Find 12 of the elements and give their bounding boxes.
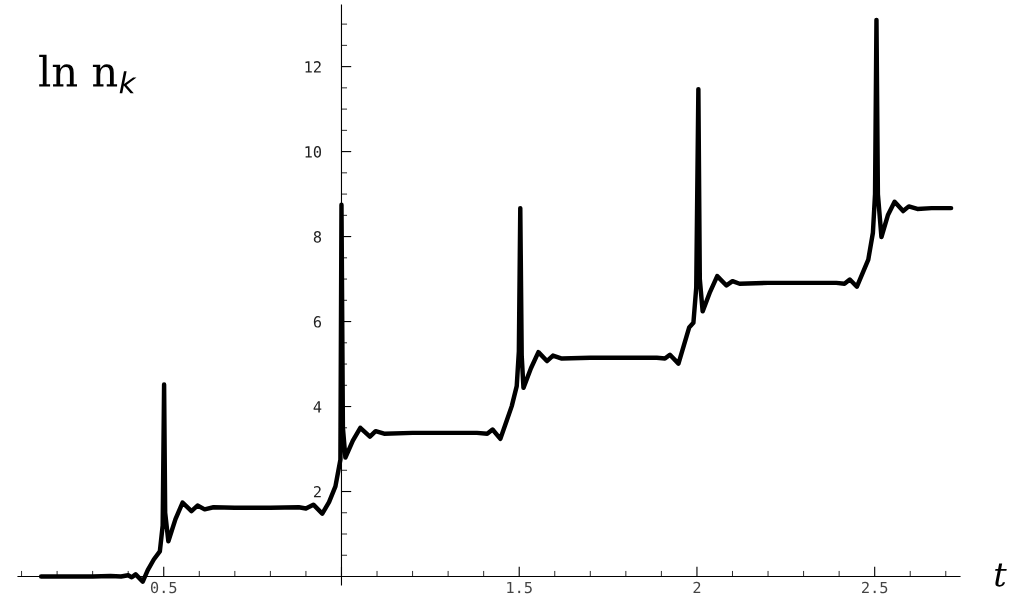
x-tick-label: 1.5 xyxy=(507,581,532,594)
y-tick-label: 12 xyxy=(305,61,321,73)
y-tick-label: 6 xyxy=(313,316,322,328)
y-tick-label: 10 xyxy=(305,146,322,158)
y-tick-label: 8 xyxy=(313,231,322,243)
y-tick-label: 2 xyxy=(313,486,321,498)
x-tick-label: 2 xyxy=(693,581,701,594)
x-tick-label: 0.5 xyxy=(150,581,177,594)
x-axis-title: t xyxy=(995,563,1007,587)
y-axis-title: ln n$_{k}$ xyxy=(39,54,137,94)
y-tick-label: 4 xyxy=(313,401,322,413)
x-tick-label: 2.5 xyxy=(862,581,888,594)
